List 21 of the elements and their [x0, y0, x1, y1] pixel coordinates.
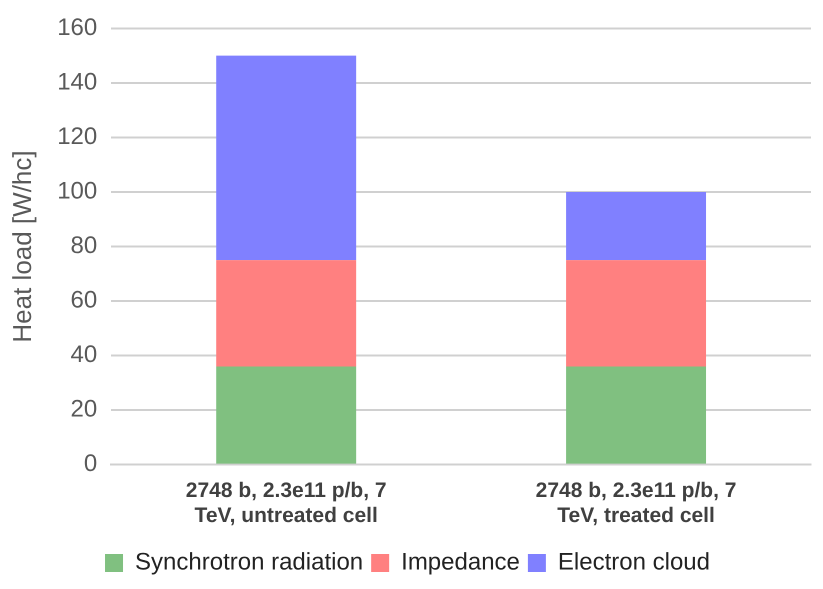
- y-tick-label: 100: [57, 178, 98, 205]
- bar: [216, 260, 356, 366]
- x-tick-label: 2748 b, 2.3e11 p/b, 7 TeV, treated cell: [536, 478, 736, 528]
- bar: [216, 56, 356, 260]
- y-tick-label: 120: [57, 123, 98, 150]
- bar: [566, 260, 706, 366]
- y-axis-title: Heat load [W/hc]: [6, 150, 37, 343]
- bar: [566, 366, 706, 464]
- legend-label: Electron cloud: [558, 548, 710, 576]
- legend-label: Impedance: [401, 548, 520, 576]
- y-tick-label: 80: [70, 232, 98, 260]
- legend-label: Synchrotron radiation: [135, 548, 364, 576]
- y-tick-label: 60: [70, 286, 98, 314]
- y-tick-label: 20: [70, 396, 98, 423]
- y-tick-label: 40: [70, 341, 98, 368]
- bar: [216, 366, 356, 464]
- bar: [566, 192, 706, 260]
- y-tick-label: 0: [84, 450, 98, 478]
- y-tick-label: 140: [57, 68, 98, 96]
- x-tick-label: 2748 b, 2.3e11 p/b, 7 TeV, untreated cell: [186, 478, 387, 528]
- y-tick-label: 160: [57, 14, 98, 42]
